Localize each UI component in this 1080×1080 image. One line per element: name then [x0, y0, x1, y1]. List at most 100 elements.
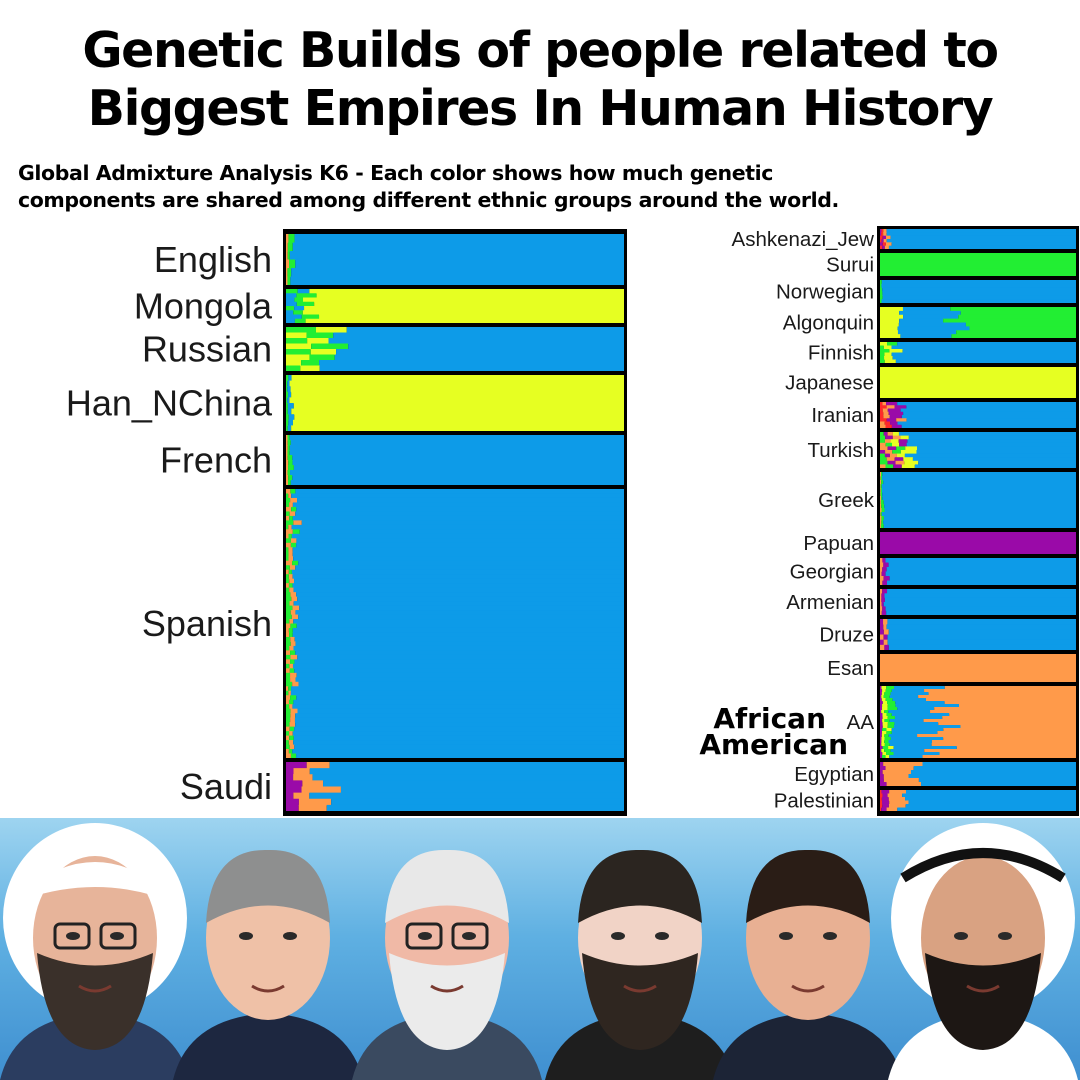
bar-segment-english-green	[289, 259, 296, 269]
bar-segment-ashkenazi-jew-blue	[890, 235, 1076, 240]
bar-segment-spanish-blue	[295, 650, 624, 656]
bar-segment-palestinian-blue	[897, 807, 1076, 812]
bar-segment-spanish-green	[288, 583, 293, 589]
bar-segment-japanese-yellow	[880, 378, 1076, 384]
portrait-eye-left	[611, 932, 625, 940]
bar-segment-georgian-blue	[885, 558, 1076, 564]
bar-segment-turkish-purple	[883, 432, 888, 437]
bar-segment-palestinian-blue	[908, 800, 1076, 805]
bar-segment-surui-green	[880, 260, 1076, 266]
bar-segment-ashkenazi-jew-blue	[888, 245, 1076, 250]
bar-segment-saudi-blue	[329, 762, 624, 769]
group-separator	[880, 303, 1076, 307]
bar-segment-spanish-orange	[286, 533, 289, 539]
bar-segment-palestinian-blue	[906, 790, 1076, 795]
bar-segment-turkish-green	[880, 460, 888, 465]
bar-segment-aa-green	[884, 692, 891, 696]
bar-segment-aa-yellow	[881, 749, 885, 753]
bar-segment-spanish-blue	[296, 592, 624, 598]
bar-segment-mongola-green	[294, 318, 306, 324]
bar-segment-spanish-orange	[286, 650, 291, 656]
bar-segment-spanish-blue	[296, 538, 624, 544]
bar-segment-iranian-purple	[894, 405, 907, 410]
bar-segment-spanish-blue	[297, 497, 624, 504]
bar-segment-spanish-green	[290, 753, 297, 759]
bar-segment-french-green	[287, 440, 291, 446]
bar-segment-finnish-yellow	[884, 359, 896, 364]
bar-segment-spanish-orange	[286, 515, 290, 521]
bar-segment-spanish-blue	[292, 749, 624, 755]
bar-segment-surui-green	[880, 253, 1076, 258]
bar-segment-spanish-blue	[292, 551, 624, 557]
bar-segment-han-nchina-green	[286, 391, 289, 398]
bar-segment-han-nchina-blue	[287, 425, 292, 432]
portrait-glasses-left	[53, 922, 91, 950]
bar-segment-aa-orange	[928, 692, 1076, 696]
bar-segment-druze-purple	[880, 619, 884, 625]
group-russian	[286, 327, 624, 372]
bar-segment-iranian-red	[885, 424, 892, 429]
bar-segment-armenian-blue	[884, 593, 1076, 599]
row-label-spanish: Spanish	[142, 603, 272, 644]
bar-segment-turkish-orange	[880, 446, 888, 451]
bar-segment-turkish-blue	[918, 460, 1076, 465]
bar-segment-turkish-yellow	[892, 432, 899, 437]
bar-segment-iranian-purple	[887, 408, 901, 413]
bar-segment-egyptian-purple	[880, 782, 887, 787]
bar-segment-aa-purple	[880, 710, 882, 714]
bar-segment-french-green	[288, 465, 294, 471]
bar-segment-japanese-yellow	[880, 367, 1076, 372]
bar-segment-spanish-blue	[291, 533, 624, 539]
bar-segment-spanish-blue	[291, 569, 624, 575]
bar-segment-druze-blue	[888, 644, 1076, 651]
annotation-line-1: African	[713, 702, 826, 735]
bar-segment-aa-green	[882, 746, 889, 750]
bar-segment-aa-purple	[880, 731, 882, 735]
bar-segment-aa-blue	[894, 716, 943, 720]
bar-segment-algonquin-yellow	[880, 307, 903, 312]
bar-segment-aa-green	[887, 704, 896, 708]
bar-segment-spanish-orange	[293, 520, 302, 526]
bar-segment-greek-green	[881, 520, 884, 525]
bar-segment-palestinian-purple	[881, 807, 887, 812]
bar-segment-russian-green	[309, 354, 335, 361]
bar-segment-spanish-orange	[292, 605, 300, 611]
bar-segment-armenian-purple	[882, 606, 886, 612]
bar-segment-greek-orange	[880, 492, 881, 497]
bar-segment-aa-yellow	[882, 752, 887, 756]
bar-segment-spanish-green	[286, 614, 292, 620]
bar-segment-saudi-blue	[331, 798, 624, 806]
bar-segment-russian-yellow	[286, 343, 312, 350]
bar-segment-spanish-orange	[289, 722, 296, 728]
bar-segment-mongola-green	[286, 289, 298, 294]
bar-segment-aa-yellow	[882, 722, 888, 726]
bar-segment-japanese-yellow	[880, 382, 1076, 387]
bar-segment-turkish-blue	[908, 435, 1076, 440]
portrait-6	[888, 823, 1078, 1080]
bar-segment-spanish-blue	[296, 672, 624, 678]
bar-segment-iranian-red	[880, 402, 883, 406]
portrait-mouth	[78, 984, 112, 993]
bar-segment-iranian-red	[880, 418, 887, 423]
bar-segment-spanish-blue	[292, 632, 624, 638]
bar-segment-spanish-orange	[290, 610, 296, 616]
admixture-charts: English Mongola Russian Han_NChina French Spa…	[0, 226, 1080, 816]
bar-segment-russian-yellow	[315, 327, 347, 334]
portrait-beard	[37, 953, 153, 1050]
bar-segment-aa-blue	[888, 740, 932, 744]
bar-segment-spanish-orange	[290, 677, 296, 683]
bar-segment-aa-blue	[891, 689, 925, 693]
bar-segment-aa-yellow	[881, 740, 885, 744]
bar-segment-greek-blue	[881, 512, 1076, 517]
bar-segment-turkish-yellow	[896, 453, 905, 458]
bar-segment-iranian-blue	[897, 421, 1076, 426]
bar-segment-english-orange	[286, 242, 288, 252]
group-greek	[880, 472, 1076, 529]
bar-segment-algonquin-blue	[902, 307, 951, 312]
bar-segment-spanish-green	[286, 547, 289, 553]
bar-segment-norwegian-blue	[881, 280, 1076, 285]
bar-segment-egyptian-orange	[883, 778, 919, 783]
bar-segment-english-orange	[286, 276, 288, 286]
bar-segment-spanish-blue	[295, 713, 624, 719]
bar-segment-spanish-blue	[293, 699, 624, 705]
